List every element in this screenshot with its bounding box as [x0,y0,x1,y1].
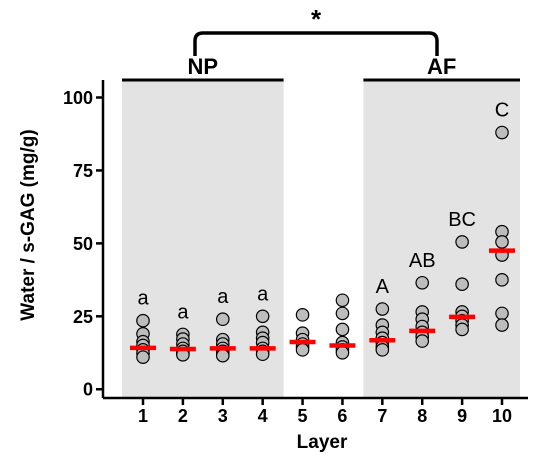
significance-bracket-line [193,31,439,56]
y-tick-label: 25 [73,307,93,327]
data-point [136,350,150,364]
x-tick-label: 6 [337,406,347,426]
x-tick-label: 1 [138,406,148,426]
data-point [415,334,430,348]
x-tick-label: 3 [218,406,228,426]
x-tick-label: 4 [258,406,268,426]
region-np-label: NP [188,54,219,79]
group-letter: AB [409,250,436,272]
group-letter: C [495,100,509,122]
y-axis-label: Water / s-GAG (mg/g) [18,129,39,320]
data-point [495,235,509,249]
group-letter: BC [448,209,476,231]
x-tick-label: 9 [457,406,467,426]
group-letter: a [217,286,229,308]
group-letters: a a a a A AB BC C [137,100,509,324]
significance-bracket: * [193,4,439,56]
data-point [215,312,230,327]
y-tick-label: 50 [73,234,93,254]
region-af-label: AF [427,54,456,79]
median-bars [130,248,515,352]
group-letter: a [177,301,189,323]
x-axis-label: Layer [297,432,348,453]
data-point [455,322,469,337]
data-point [215,348,230,363]
data-point [375,343,390,357]
data-point [415,275,430,290]
data-point [495,318,509,332]
x-tick-label: 10 [492,406,512,426]
data-point [335,322,350,337]
x-tick-label: 5 [298,406,308,426]
data-point [335,293,350,308]
x-tick-label: 8 [417,406,427,426]
y-tick-label: 75 [73,161,93,181]
group-letter: A [376,276,390,298]
group-letter: a [137,288,149,310]
region-af-background [363,80,520,398]
data-point [495,125,509,140]
data-point [136,313,150,328]
data-point [375,302,390,316]
x-tick-label: 2 [178,406,188,426]
significance-label: * [311,4,322,34]
y-tick-label: 0 [83,380,93,400]
data-point [255,309,270,324]
data-point [295,308,310,322]
axes: 0 25 50 75 100 1 2 3 4 5 6 7 8 9 10 [63,80,528,426]
y-tick-label: 100 [63,88,93,108]
data-point [495,306,509,321]
data-point [335,345,350,360]
group-letter: a [257,283,269,305]
data-point [295,343,310,357]
data-point [455,235,469,249]
x-tick-label: 7 [377,406,387,426]
data-point [495,273,509,287]
data-point [455,277,469,292]
data-point [335,306,350,321]
